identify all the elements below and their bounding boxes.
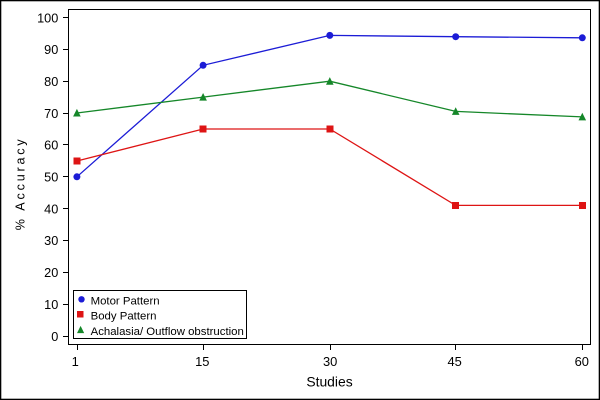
svg-text:10: 10 xyxy=(44,298,58,312)
svg-text:0: 0 xyxy=(51,330,58,344)
svg-text:Motor Pattern: Motor Pattern xyxy=(91,295,160,307)
svg-text:50: 50 xyxy=(44,171,58,185)
svg-text:100: 100 xyxy=(37,11,58,25)
svg-text:Studies: Studies xyxy=(306,374,352,390)
svg-text:60: 60 xyxy=(575,354,589,369)
svg-text:45: 45 xyxy=(448,354,462,369)
svg-text:30: 30 xyxy=(44,234,58,248)
svg-text:80: 80 xyxy=(44,75,58,89)
svg-text:40: 40 xyxy=(44,202,58,216)
svg-text:Body Pattern: Body Pattern xyxy=(91,311,157,323)
svg-text:60: 60 xyxy=(44,139,58,153)
svg-text:Achalasia/ Outflow obstruction: Achalasia/ Outflow obstruction xyxy=(91,326,244,338)
svg-text:90: 90 xyxy=(44,43,58,57)
svg-text:% Accuracy: % Accuracy xyxy=(14,137,28,231)
svg-text:70: 70 xyxy=(44,107,58,121)
svg-text:30: 30 xyxy=(323,354,337,369)
svg-text:20: 20 xyxy=(44,266,58,280)
svg-text:1: 1 xyxy=(72,354,79,369)
svg-text:15: 15 xyxy=(195,354,209,369)
